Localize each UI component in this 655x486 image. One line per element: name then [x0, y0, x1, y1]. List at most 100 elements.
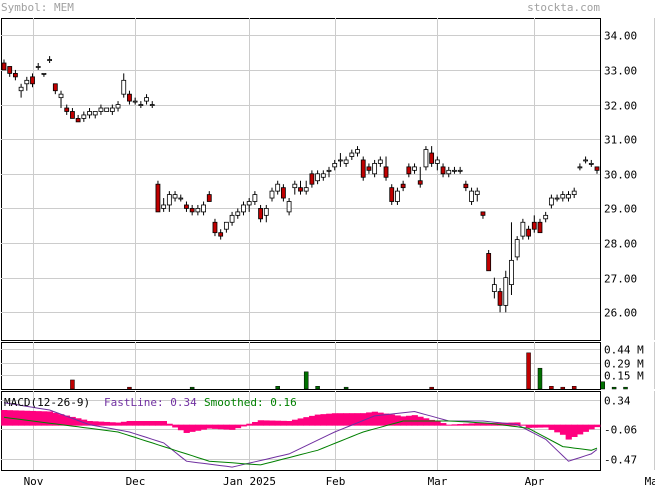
macd-tick-label: 0.34: [604, 395, 631, 408]
volume-bar: [549, 386, 554, 390]
candle-body: [577, 166, 583, 169]
candle-body: [206, 194, 212, 202]
x-tick-label: Dec: [126, 475, 146, 486]
volume-bar: [429, 386, 434, 390]
macd-histogram-bar: [326, 413, 333, 426]
macd-histogram-bar: [75, 418, 82, 426]
candle-body: [469, 190, 474, 202]
candle-body: [423, 149, 429, 168]
macd-smooth-line: [3, 416, 598, 466]
candle-body: [241, 204, 246, 213]
candle-body: [212, 221, 218, 234]
candle-body: [412, 166, 417, 171]
candle-body: [184, 204, 189, 209]
volume-bar: [275, 386, 280, 390]
macd-histogram-bar: [457, 424, 464, 426]
candle-body: [30, 76, 35, 85]
macd-label: MACD(12-26-9): [4, 396, 90, 409]
macd-histogram-bar: [514, 422, 521, 426]
macd-fast-line: [3, 402, 598, 468]
macd-histogram-bar: [554, 424, 561, 433]
candle-body: [343, 159, 349, 164]
macd-histogram-bar: [137, 420, 145, 426]
macd-histogram-bar: [98, 421, 105, 426]
candle-body: [377, 159, 383, 164]
volume-bar: [560, 386, 566, 390]
candle-body: [149, 104, 155, 106]
candle-body: [560, 194, 566, 199]
candle-body: [87, 111, 92, 116]
macd-panel: [1, 391, 601, 471]
candle-body: [155, 183, 161, 213]
candle-body: [269, 190, 275, 199]
macd-histogram-bar: [577, 424, 584, 435]
candle-body: [503, 277, 509, 306]
candle-body: [491, 284, 497, 292]
macd-histogram-bar: [588, 424, 595, 430]
macd-histogram-bar: [206, 424, 213, 429]
candle-body: [338, 159, 343, 162]
candle-body: [326, 169, 332, 172]
macd-histogram-bar: [12, 410, 19, 426]
macd-histogram-bar: [303, 417, 310, 426]
candle-body: [127, 93, 132, 102]
candle-body: [52, 83, 58, 92]
macd-histogram-bar: [531, 424, 538, 428]
volume-bar: [70, 379, 75, 390]
macd-histogram-bar: [542, 424, 550, 428]
x-tick-label: Feb: [326, 475, 346, 486]
candle-body: [320, 173, 326, 178]
volume-tick-label: 0.44 M: [604, 344, 644, 357]
macd-histogram-bar: [388, 414, 396, 426]
macd-histogram-bar: [520, 424, 527, 426]
macd-histogram-bar: [377, 412, 384, 426]
candle-body: [109, 107, 115, 112]
macd-histogram-bar: [252, 421, 259, 426]
macd-histogram-bar: [594, 424, 601, 428]
candle-body: [594, 166, 600, 171]
macd-histogram-bar: [63, 415, 71, 426]
macd-histogram-bar: [582, 424, 589, 432]
volume-bar: [526, 352, 531, 390]
macd-histogram-bar: [297, 418, 304, 426]
candle-body: [303, 187, 309, 192]
macd-histogram-bar: [428, 419, 435, 426]
candle-body: [104, 107, 110, 112]
macd-histogram-bar: [46, 411, 53, 426]
macd-histogram-bar: [274, 420, 282, 426]
candle-body: [400, 183, 406, 189]
price-tick-label: 34.00: [604, 30, 637, 43]
candle-body: [81, 114, 87, 119]
x-tick-label: Nov: [24, 475, 44, 486]
macd-histogram-bar: [35, 411, 42, 426]
price-tick-label: 29.00: [604, 203, 637, 216]
volume-bar: [303, 371, 309, 390]
macd-histogram-bar: [240, 424, 247, 427]
macd-histogram-bar: [445, 424, 453, 426]
candle-body: [229, 214, 235, 223]
candle-body: [166, 194, 172, 206]
candle-body: [41, 72, 47, 75]
macd-histogram-bar: [314, 414, 321, 426]
candle-body: [355, 149, 360, 154]
candle-body: [531, 221, 537, 230]
candle-body: [292, 183, 298, 189]
macd-histogram-bar: [485, 423, 493, 426]
candle-body: [571, 190, 577, 195]
candle-body: [47, 59, 53, 61]
candle-body: [452, 169, 457, 172]
macd-histogram-bar: [263, 420, 270, 426]
candle-body: [286, 201, 292, 213]
candle-body: [144, 97, 149, 102]
candle-body: [7, 66, 13, 74]
candle-body: [434, 159, 440, 164]
candle-body: [509, 259, 514, 286]
candle-body: [92, 111, 98, 116]
macd-histogram-bar: [29, 410, 36, 426]
candle-body: [138, 104, 144, 106]
candle-body: [520, 221, 526, 237]
macd-histogram-bar: [229, 424, 236, 430]
x-tick-label: Jan 2025: [223, 475, 276, 486]
price-tick-label: 32.00: [604, 100, 637, 113]
